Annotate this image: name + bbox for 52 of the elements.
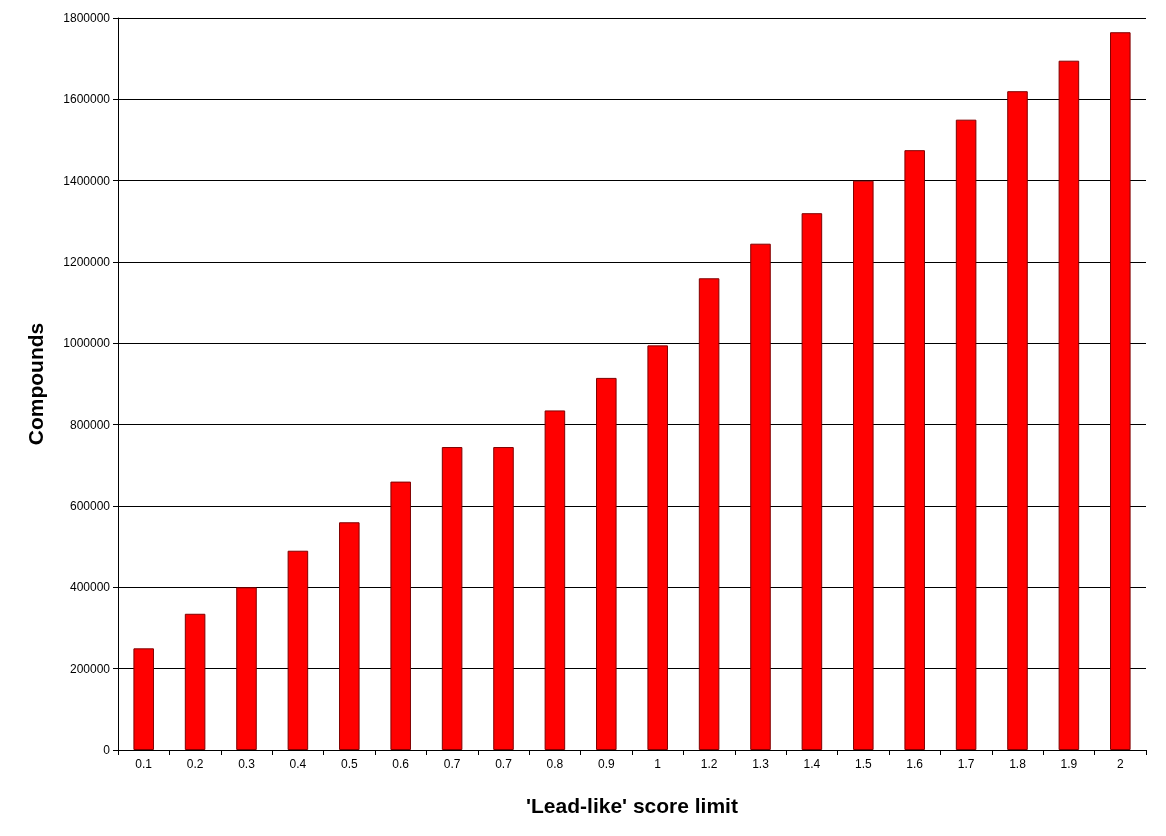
- bar: [1110, 32, 1131, 750]
- bar: [133, 648, 154, 750]
- bar: [1007, 91, 1028, 750]
- bar: [596, 377, 617, 750]
- x-tick-label: 1.8: [1009, 757, 1027, 771]
- y-tick-label: 200000: [69, 661, 111, 676]
- y-tick-label: 1400000: [63, 173, 111, 188]
- bar: [904, 150, 925, 750]
- bar: [1058, 60, 1080, 750]
- bar: [236, 587, 257, 750]
- bar: [287, 550, 309, 750]
- x-tick-label: 0.4: [289, 757, 307, 771]
- bar: [390, 481, 411, 750]
- bar: [493, 447, 514, 750]
- x-tick-label: 1.3: [752, 757, 770, 771]
- x-tick-label: 1.6: [906, 757, 924, 771]
- bar: [441, 447, 463, 750]
- y-axis-title: Compounds: [24, 322, 47, 446]
- x-tick-label: 1.7: [957, 757, 975, 771]
- y-tick-label: 1200000: [63, 255, 111, 269]
- x-tick-label: 0.3: [238, 757, 256, 771]
- x-tick-label: 0.2: [186, 757, 204, 771]
- bar: [698, 278, 720, 750]
- x-tick-label: 1.4: [803, 757, 821, 771]
- bar: [544, 410, 566, 750]
- x-tick-label: 1.5: [854, 757, 872, 771]
- x-tick-label: 1: [654, 757, 662, 771]
- y-tick-label: 0: [103, 743, 111, 757]
- x-tick-label: 0.8: [546, 757, 564, 771]
- x-tick-label: 1.2: [700, 757, 718, 771]
- x-tick-label: 0.9: [597, 757, 615, 771]
- bar: [801, 213, 823, 750]
- bar: [853, 180, 874, 750]
- x-tick-label: 2: [1116, 757, 1124, 771]
- x-tick-label: 0.6: [392, 757, 410, 771]
- y-tick-label: 1800000: [63, 11, 111, 25]
- bar: [647, 345, 668, 750]
- x-tick-label: 0.1: [135, 757, 153, 771]
- y-tick-label: 600000: [69, 499, 111, 513]
- bar: [750, 243, 771, 750]
- x-tick-label: 0.7: [495, 757, 513, 771]
- bar: [339, 522, 360, 750]
- x-tick-label: 0.5: [340, 757, 358, 771]
- y-tick-label: 400000: [69, 580, 111, 595]
- x-tick-label: 0.7: [443, 757, 461, 771]
- bar: [955, 119, 977, 750]
- y-tick-label: 800000: [69, 417, 111, 432]
- x-tick-label: 1.9: [1060, 757, 1078, 771]
- x-axis-title: 'Lead-like' score limit: [526, 794, 738, 817]
- y-tick-label: 1000000: [63, 336, 111, 351]
- bar: [184, 613, 206, 750]
- y-tick-label: 1600000: [63, 92, 111, 107]
